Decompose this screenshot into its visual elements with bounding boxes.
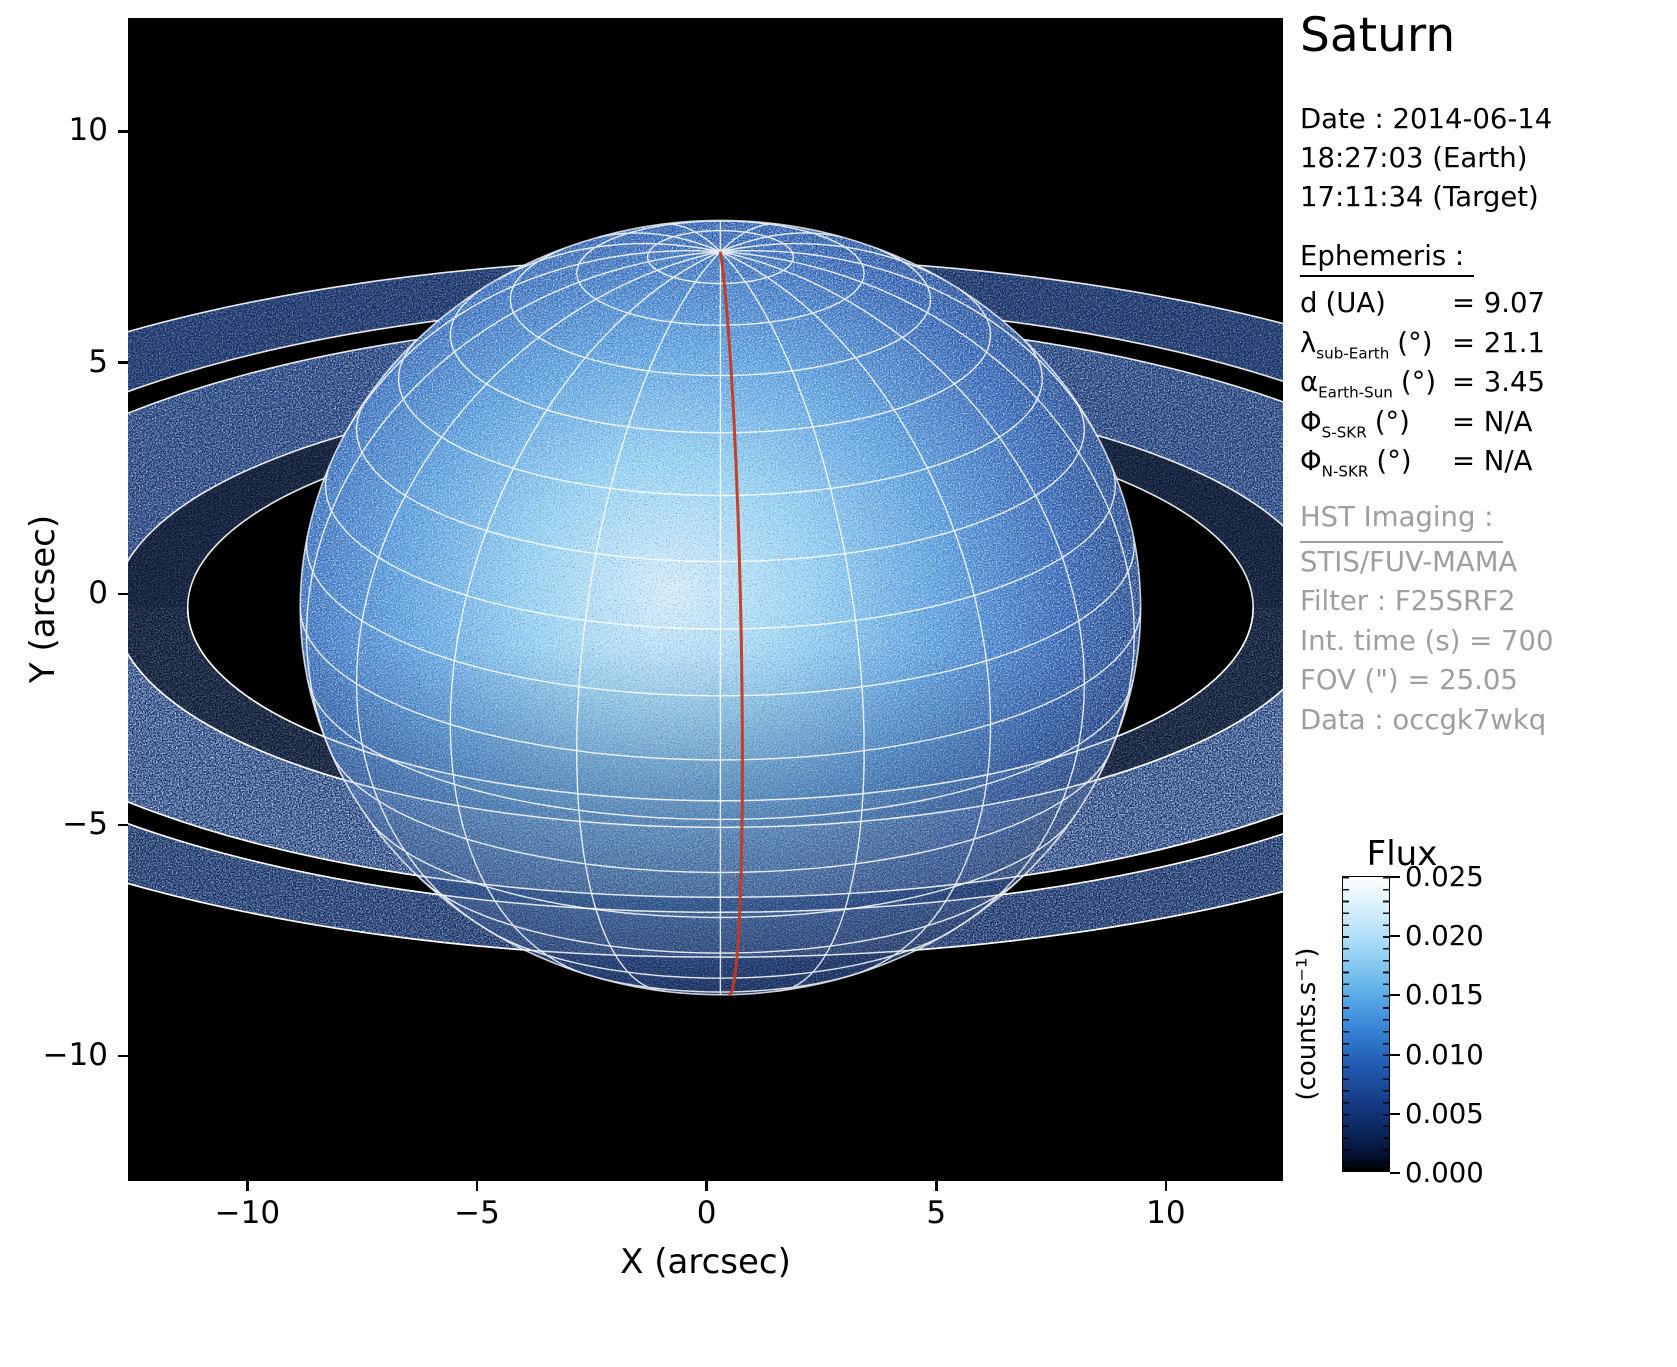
colorbar: 0.025 0.020 0.015 0.010 0.005 0.000 xyxy=(1342,861,1484,1189)
colorbar-units-label: (counts.s⁻¹) xyxy=(1292,947,1322,1101)
ephemeris-row: λsub-Earth (°) = 21.1 xyxy=(1300,327,1672,367)
figure-title: Saturn xyxy=(1300,8,1456,63)
hst-fov: FOV (") = 25.05 xyxy=(1300,664,1518,696)
ephemeris-symbol: αEarth-Sun (°) xyxy=(1300,366,1437,402)
hst-imaging-block: HST Imaging : STIS/FUV-MAMA Filter : F25… xyxy=(1300,498,1553,740)
ephemeris-value: = 9.07 xyxy=(1452,287,1546,319)
ephemeris-symbol: ΦS-SKR (°) xyxy=(1300,405,1410,442)
colorbar-gradient xyxy=(1343,877,1389,1171)
date-line: Date : 2014-06-14 xyxy=(1300,103,1553,135)
plot-area xyxy=(128,18,1283,1181)
colorbar-tick-label: 0.015 xyxy=(1405,979,1484,1012)
colorbar-tick-mark xyxy=(1390,1172,1400,1174)
ephemeris-symbol: λsub-Earth (°) xyxy=(1300,326,1433,363)
x-tick-mark xyxy=(1164,1181,1168,1191)
colorbar-minor-ticks xyxy=(1383,877,1389,1171)
colorbar-tick-mark xyxy=(1390,1053,1400,1056)
x-tick-mark xyxy=(705,1181,708,1191)
y-tick-label: 10 xyxy=(68,112,108,149)
colorbar-tick-mark xyxy=(1390,935,1400,938)
ephemeris-value: = 3.45 xyxy=(1452,366,1546,398)
x-tick-mark xyxy=(246,1181,249,1191)
y-axis-label: Y (arcsec) xyxy=(23,514,63,684)
colorbar-tick-mark xyxy=(1390,876,1400,878)
y-tick-label: 0 xyxy=(88,574,108,611)
saturn-image xyxy=(128,18,1283,1181)
colorbar-title: Flux xyxy=(1366,834,1438,874)
x-tick-mark xyxy=(475,1181,479,1191)
x-tick-label: 5 xyxy=(926,1195,947,1231)
x-axis-label: X (arcsec) xyxy=(620,1242,791,1282)
colorbar-ticks: 0.025 0.020 0.015 0.010 0.005 0.000 xyxy=(1343,861,1484,1189)
ephemeris-table: d (UA) = 9.07 λsub-Earth (°) = 21.1 αEarth… xyxy=(1300,287,1672,485)
ephemeris-value: = 21.1 xyxy=(1452,326,1546,359)
colorbar-tick-label: 0.010 xyxy=(1405,1038,1484,1071)
ephemeris-symbol: ΦN-SKR (°) xyxy=(1300,445,1412,481)
ephemeris-row: ΦN-SKR (°) = N/A xyxy=(1300,445,1672,485)
colorbar-minor-ticks xyxy=(1343,877,1349,1171)
hst-int-time: Int. time (s) = 700 xyxy=(1300,624,1554,657)
y-tick-label: −10 xyxy=(42,1037,108,1074)
x-tick-label: 10 xyxy=(1146,1195,1186,1231)
hst-heading: HST Imaging : xyxy=(1300,498,1553,543)
y-tick-label: 5 xyxy=(88,343,108,380)
x-tick-label: −10 xyxy=(214,1195,281,1231)
x-tick-mark xyxy=(935,1181,938,1191)
x-tick-label: −5 xyxy=(454,1195,500,1231)
colorbar-tick-label: 0.005 xyxy=(1405,1097,1484,1130)
y-tick-mark xyxy=(118,823,128,827)
date-block: Date : 2014-06-14 18:27:03 (Earth) 17:11… xyxy=(1300,100,1552,217)
ephemeris-row: d (UA) = 9.07 xyxy=(1300,287,1672,327)
ephemeris-value: = N/A xyxy=(1452,405,1533,438)
colorbar-tick-label: 0.020 xyxy=(1405,920,1484,953)
y-tick-mark xyxy=(118,1054,128,1058)
y-tick-mark xyxy=(118,130,128,133)
ephemeris-value: = N/A xyxy=(1452,445,1533,477)
ephemeris-heading-text: Ephemeris : xyxy=(1300,240,1475,277)
y-tick-mark xyxy=(118,592,128,596)
y-axis-ticks: −10 −5 0 5 10 xyxy=(0,18,128,1181)
hst-filter: Filter : F25SRF2 xyxy=(1300,585,1516,617)
earth-time-line: 18:27:03 (Earth) xyxy=(1300,142,1528,174)
x-axis-ticks: −10 −5 0 5 10 xyxy=(128,1181,1283,1245)
hst-instrument: STIS/FUV-MAMA xyxy=(1300,545,1518,578)
ring-front-arcs xyxy=(128,607,1283,958)
target-time-line: 17:11:34 (Target) xyxy=(1300,181,1539,213)
colorbar-tick-label: 0.025 xyxy=(1405,861,1484,893)
y-tick-label: −5 xyxy=(62,805,108,842)
colorbar-tick-mark xyxy=(1390,1112,1400,1115)
ephemeris-row: ΦS-SKR (°) = N/A xyxy=(1300,406,1672,446)
ephemeris-symbol: d (UA) xyxy=(1300,287,1386,319)
info-sidebar: Saturn Date : 2014-06-14 18:27:03 (Earth… xyxy=(1292,0,1677,1367)
y-tick-mark xyxy=(118,361,128,364)
x-tick-label: 0 xyxy=(696,1195,717,1231)
central-meridian-line xyxy=(718,251,744,997)
colorbar-tick-mark xyxy=(1390,994,1400,997)
ephemeris-heading: Ephemeris : xyxy=(1300,240,1475,277)
ephemeris-row: αEarth-Sun (°) = 3.45 xyxy=(1300,366,1672,406)
hst-data-id: Data : occgk7wkq xyxy=(1300,703,1547,736)
colorbar-tick-label: 0.000 xyxy=(1405,1157,1484,1189)
